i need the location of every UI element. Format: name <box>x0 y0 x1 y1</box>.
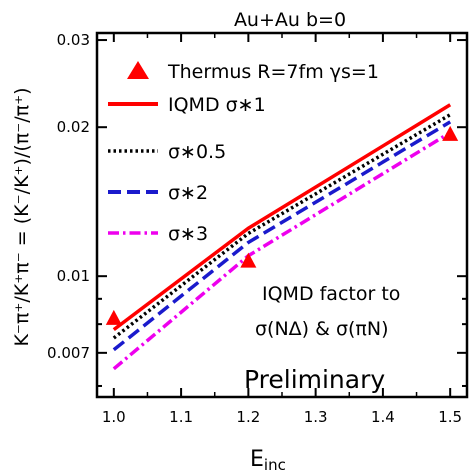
legend-label-iqmd-1: IQMD σ∗1 <box>168 94 266 116</box>
y-tick-label: 0.01 <box>57 267 90 285</box>
y-tick-label: 0.03 <box>57 31 90 49</box>
series-line-3 <box>112 120 452 352</box>
annotation-preliminary: Preliminary <box>244 365 385 394</box>
series-line-2 <box>112 113 452 340</box>
series-lines <box>112 103 452 371</box>
x-axis-ticks: 1.0 1.1 1.2 1.3 1.4 1.5 <box>102 33 462 426</box>
y-axis-title: K⁻π⁺/K⁺π⁻ = (K⁻/K⁺)/(π⁻/π⁺) <box>11 87 33 346</box>
thermus-point <box>442 125 459 141</box>
legend-label-thermus: Thermus R=7fm γs=1 <box>167 61 379 83</box>
x-axis-title: Einc <box>250 447 286 474</box>
x-tick-label: 1.0 <box>102 408 126 426</box>
annotation-cross-sections: σ(NΔ) & σ(πN) <box>255 318 389 340</box>
legend-label-sigma-0-5: σ∗0.5 <box>168 141 226 163</box>
y-tick-label: 0.007 <box>47 344 90 362</box>
x-tick-label: 1.3 <box>304 408 328 426</box>
series-markers <box>105 125 459 325</box>
legend-swatch-thermus <box>127 61 149 79</box>
x-axis-title-sub: inc <box>264 456 286 474</box>
plot-frame <box>95 31 469 399</box>
legend-label-sigma-2: σ∗2 <box>168 182 208 204</box>
x-axis-title-main: E <box>250 447 264 472</box>
x-tick-label: 1.2 <box>236 408 260 426</box>
y-tick-label: 0.02 <box>57 118 90 136</box>
thermus-point <box>240 252 257 268</box>
x-tick-label: 1.5 <box>438 408 462 426</box>
legend: Thermus R=7fm γs=1 IQMD σ∗1 σ∗0.5 σ∗2 σ∗… <box>108 61 379 245</box>
y-axis-ticks: 0.007 0.01 0.02 0.03 <box>47 31 467 387</box>
thermus-point <box>105 309 122 325</box>
series-line-1 <box>112 103 452 331</box>
annotation-iqmd-factor: IQMD factor to <box>262 283 400 305</box>
x-tick-label: 1.1 <box>169 408 193 426</box>
x-tick-label: 1.4 <box>371 408 395 426</box>
chart-title: Au+Au b=0 <box>234 9 346 31</box>
legend-label-sigma-3: σ∗3 <box>168 223 208 245</box>
